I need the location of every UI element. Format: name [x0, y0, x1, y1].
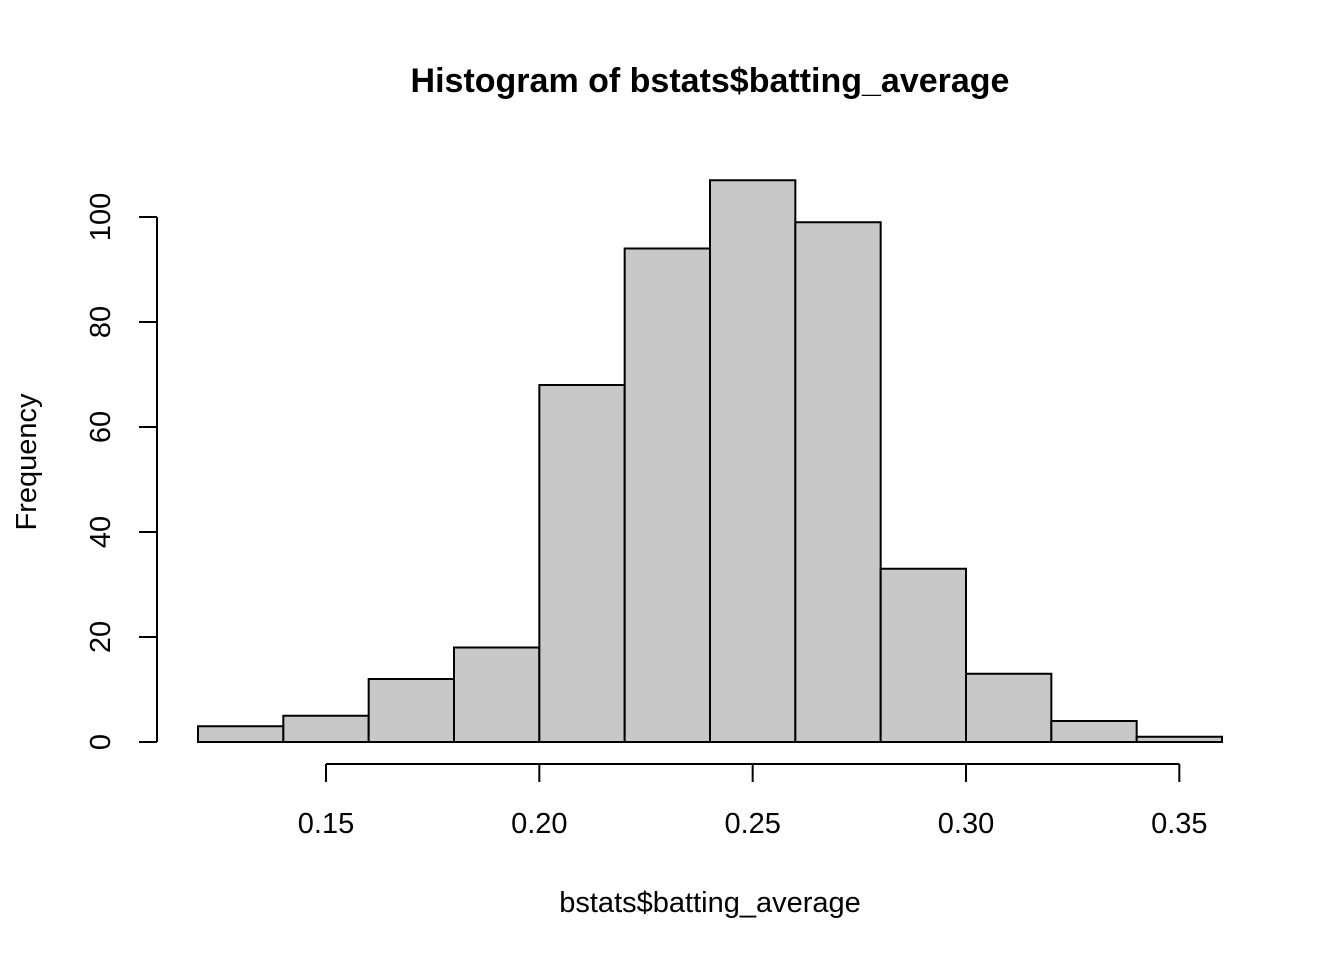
x-axis: 0.15 0.20 0.25 0.30 0.35: [298, 763, 1208, 840]
histogram-bar-3: [453, 646, 541, 743]
x-tick-label-3: 0.30: [938, 808, 994, 840]
chart-title: Histogram of bstats$batting_average: [411, 62, 1010, 100]
histogram-bar-5: [623, 247, 712, 743]
y-tick-label-0: 0: [85, 734, 117, 750]
histogram-bar-2: [367, 678, 455, 743]
histogram-bar-0: [197, 725, 285, 743]
y-axis-label: Frequency: [11, 393, 43, 531]
histogram-bar-4: [538, 384, 626, 743]
histogram-bar-6: [709, 179, 797, 743]
y-tick-label-1: 20: [85, 621, 117, 653]
x-tick-label-4: 0.35: [1151, 808, 1207, 840]
y-axis: 0 20 40 60 80 100: [85, 193, 158, 750]
bars-group: [197, 179, 1223, 743]
histogram-bar-9: [965, 672, 1053, 743]
histogram-bar-1: [282, 714, 370, 743]
histogram-bar-10: [1050, 720, 1138, 743]
x-axis-label: bstats$batting_average: [559, 887, 861, 919]
y-tick-label-3: 60: [85, 411, 117, 443]
histogram-bar-7: [794, 221, 882, 743]
histogram-bar-8: [879, 567, 968, 743]
x-tick-label-2: 0.25: [724, 808, 780, 840]
x-tick-label-0: 0.15: [298, 808, 354, 840]
y-tick-label-2: 40: [85, 516, 117, 548]
histogram-bar-11: [1135, 735, 1223, 743]
y-tick-label-5: 100: [85, 193, 117, 241]
x-tick-label-1: 0.20: [511, 808, 567, 840]
y-tick-label-4: 80: [85, 306, 117, 338]
